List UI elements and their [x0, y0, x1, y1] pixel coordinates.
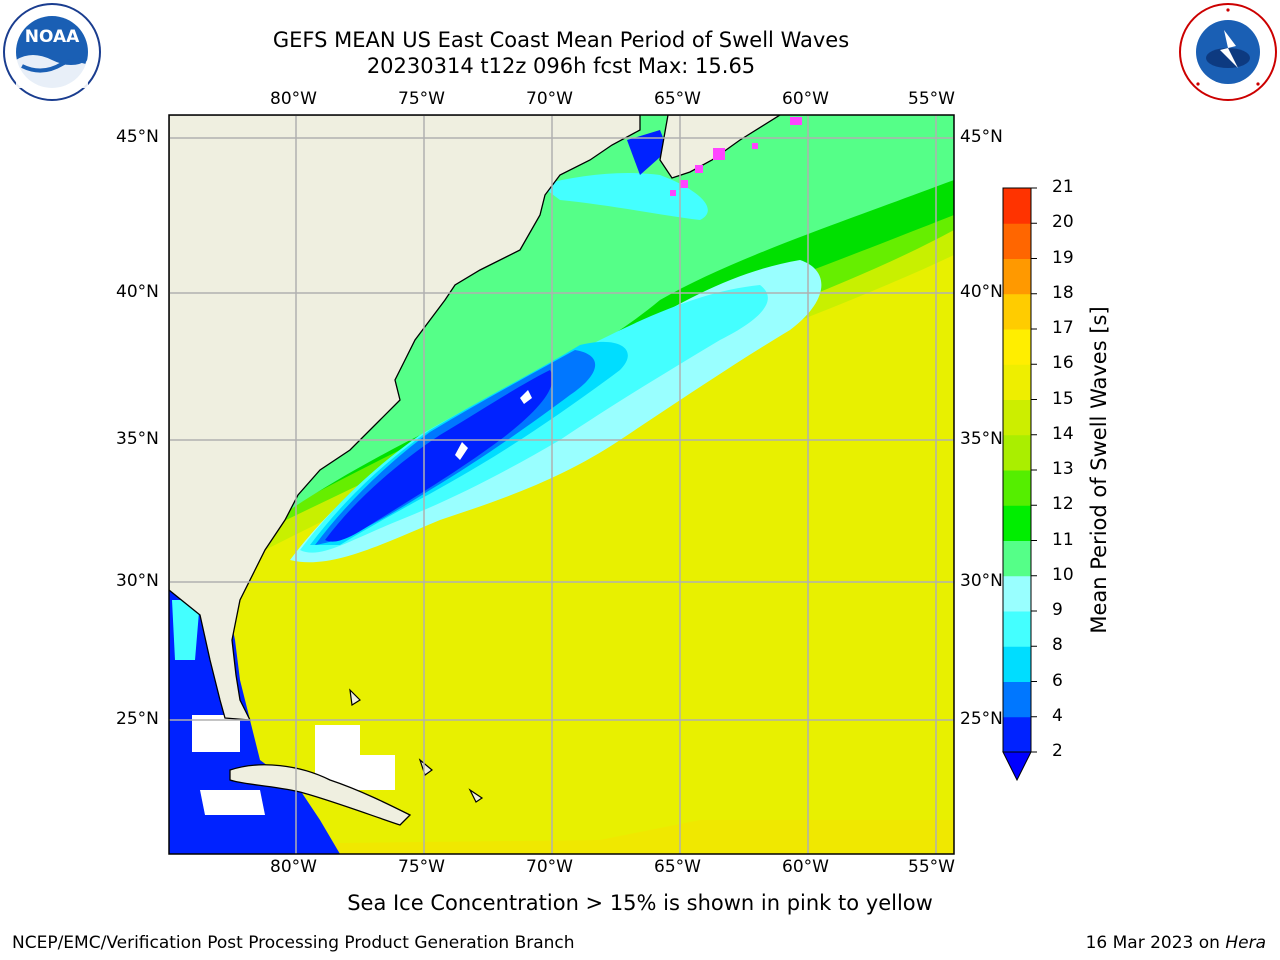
lon-label-bottom-60: 60°W	[782, 857, 829, 877]
sea-ice-5	[790, 117, 802, 125]
colorbar-tick-label: 12	[1052, 494, 1074, 515]
lat-label-left-40: 40°N	[116, 282, 159, 302]
footer-date: 16 Mar 2023 on Hera	[1086, 933, 1266, 953]
graticule	[169, 115, 954, 854]
colorbar-tick-label: 11	[1052, 529, 1074, 550]
chart-subtitle: 20230314 t12z 096h fcst Max: 15.65	[366, 54, 756, 78]
nodata-2	[315, 725, 395, 790]
colorbar-tick-label: 16	[1052, 353, 1074, 374]
colorbar-swatch	[1003, 646, 1031, 682]
lat-label-left-25: 25°N	[116, 709, 159, 729]
colorbar-swatch	[1003, 399, 1031, 436]
lat-label-right-40: 40°N	[960, 282, 1003, 302]
lon-label-bottom-65: 65°W	[654, 857, 701, 877]
sea-ice-2	[695, 165, 703, 173]
footer-host: Hera	[1225, 933, 1266, 953]
land-cuba	[229, 764, 412, 826]
colorbar-swatch	[1003, 470, 1031, 506]
lat-label-right-35: 35°N	[960, 429, 1003, 449]
colorbar-swatch	[1003, 293, 1031, 330]
colorbar-under-arrow	[1002, 751, 1032, 782]
lon-label-top-65: 65°W	[654, 89, 701, 109]
lon-label-bottom-75: 75°W	[398, 857, 445, 877]
colorbar-swatch	[1003, 716, 1031, 753]
colorbar-tick-label: 14	[1052, 423, 1074, 444]
colorbar-tick-label: 19	[1052, 247, 1074, 268]
lat-label-left-30: 30°N	[116, 571, 159, 591]
colorbar-tick-label: 6	[1052, 670, 1063, 691]
sea-ice-6	[752, 143, 758, 149]
colorbar	[1002, 187, 1037, 782]
colorbar-tick-label: 21	[1052, 177, 1074, 197]
colorbar-swatch	[1003, 681, 1031, 718]
band-gulf-maine	[540, 173, 708, 220]
chart-title: GEFS MEAN US East Coast Mean Period of S…	[272, 28, 850, 52]
nodata-4	[455, 390, 532, 460]
noaa-logo: NOAA	[2, 2, 102, 102]
ocean-field-south	[169, 820, 954, 854]
colorbar-tick-label: 18	[1052, 282, 1074, 303]
colorbar-swatch	[1003, 188, 1031, 224]
colorbar-swatch	[1003, 540, 1031, 577]
colorbar-swatch	[1003, 329, 1031, 365]
lat-label-right-30: 30°N	[960, 571, 1003, 591]
colorbar-tick-label: 13	[1052, 459, 1074, 479]
colorbar-swatch	[1003, 611, 1031, 647]
nodata-1	[192, 715, 240, 752]
footer-credit: NCEP/EMC/Verification Post Processing Pr…	[12, 933, 575, 953]
colorbar-tick-label: 4	[1052, 705, 1063, 726]
colorbar-tick-label: 8	[1052, 635, 1063, 656]
lon-label-bottom-70: 70°W	[526, 857, 573, 877]
bay-fundy	[627, 130, 668, 175]
land-bahamas	[349, 688, 484, 803]
sea-ice-note: Sea Ice Concentration > 15% is shown in …	[347, 891, 933, 915]
colorbar-tick-label: 10	[1052, 564, 1074, 585]
sea-ice-1	[713, 148, 725, 160]
gulf-cyan	[172, 600, 200, 660]
colorbar-swatch	[1003, 364, 1031, 400]
band-min	[325, 370, 553, 542]
lat-label-right-25: 25°N	[960, 709, 1003, 729]
nws-logo	[1178, 2, 1278, 102]
lat-label-left-45: 45°N	[116, 127, 159, 147]
sea-ice-note-wrap: Sea Ice Concentration > 15% is shown in …	[0, 891, 1280, 915]
colorbar-swatch	[1003, 434, 1031, 471]
lat-label-right-45: 45°N	[960, 127, 1003, 147]
lon-label-top-55: 55°W	[908, 89, 955, 109]
colorbar-swatch	[1003, 505, 1031, 541]
colorbar-tick-label: 2	[1052, 741, 1063, 761]
lon-label-top-60: 60°W	[782, 89, 829, 109]
nodata-3	[200, 790, 265, 815]
svg-text:NOAA: NOAA	[25, 27, 80, 47]
lon-label-top-75: 75°W	[398, 89, 445, 109]
lon-label-top-70: 70°W	[526, 89, 573, 109]
colorbar-label: Mean Period of Swell Waves [s]	[1087, 306, 1111, 634]
lon-label-top-80: 80°W	[270, 89, 317, 109]
colorbar-tick-label: 9	[1052, 600, 1063, 620]
lon-label-bottom-80: 80°W	[270, 857, 317, 877]
map-frame	[168, 114, 955, 855]
colorbar-swatch	[1003, 575, 1031, 612]
colorbar-swatch	[1003, 223, 1031, 259]
sea-ice-3	[680, 180, 688, 188]
lat-label-left-35: 35°N	[116, 429, 159, 449]
colorbar-tick-label: 20	[1052, 212, 1074, 233]
colorbar-swatch	[1003, 258, 1031, 295]
colorbar-tick-label: 17	[1052, 318, 1074, 338]
colorbar-tick-label: 15	[1052, 388, 1074, 409]
lon-label-bottom-55: 55°W	[908, 857, 955, 877]
sea-ice-4	[670, 190, 676, 196]
footer-date-text: 16 Mar 2023 on	[1085, 933, 1226, 953]
